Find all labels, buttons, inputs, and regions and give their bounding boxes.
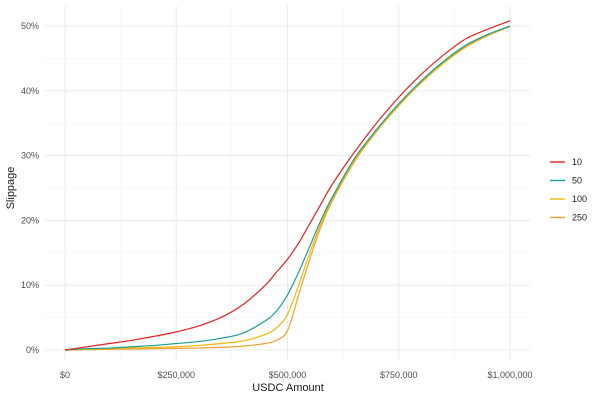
legend-item-10: 10 bbox=[550, 157, 582, 167]
series-line-10 bbox=[64, 20, 511, 351]
x-tick-label: $0 bbox=[60, 370, 70, 380]
legend: 10 50 100 250 bbox=[550, 157, 587, 223]
legend-label: 50 bbox=[572, 176, 582, 186]
y-tick-label: 30% bbox=[21, 151, 39, 161]
y-tick-label: 0% bbox=[26, 345, 39, 355]
x-tick-label: $750,000 bbox=[380, 370, 418, 380]
y-tick-label: 10% bbox=[21, 280, 39, 290]
grid-layer bbox=[45, 6, 530, 360]
x-tick-label: $250,000 bbox=[157, 370, 195, 380]
series-line-50 bbox=[64, 25, 511, 351]
legend-label: 250 bbox=[572, 213, 587, 223]
tick-layer: $0 $250,000 $500,000 $750,000 $1,000,000 0% 10… bbox=[21, 21, 533, 380]
y-tick-label: 20% bbox=[21, 215, 39, 225]
legend-item-250: 250 bbox=[550, 213, 587, 223]
y-axis-title: Slippage bbox=[5, 167, 17, 210]
legend-item-50: 50 bbox=[550, 176, 582, 186]
x-tick-label: $500,000 bbox=[269, 370, 307, 380]
legend-label: 100 bbox=[572, 194, 587, 204]
x-tick-label: $1,000,000 bbox=[487, 370, 532, 380]
series-line-100 bbox=[64, 26, 511, 351]
y-tick-label: 40% bbox=[21, 86, 39, 96]
legend-label: 10 bbox=[572, 157, 582, 167]
series-layer bbox=[64, 20, 511, 351]
x-axis-title: USDC Amount bbox=[252, 382, 324, 394]
legend-item-100: 100 bbox=[550, 194, 587, 204]
y-tick-label: 50% bbox=[21, 21, 39, 31]
